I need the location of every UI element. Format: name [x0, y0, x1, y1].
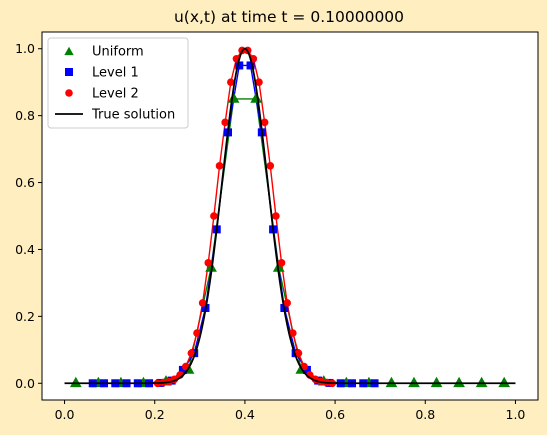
true-solution-line: [64, 47, 516, 385]
legend-label: Level 2: [92, 87, 139, 102]
level-2-point: [260, 118, 269, 127]
axes: 0.0 0.2 0.4 0.6 0.8 1.0 0.0 0.2 0.4 0.6 0.8 1.0: [15, 41, 525, 422]
level-2-point: [255, 78, 263, 86]
x-tick-label: 0.6: [325, 407, 345, 422]
level-2-point: [294, 349, 303, 357]
uniform-point: [453, 376, 465, 388]
level-2-point: [215, 162, 224, 170]
uniform-point: [408, 376, 420, 388]
uniform-point: [272, 261, 285, 272]
level-2-point: [289, 329, 297, 337]
uniform-point: [250, 92, 263, 103]
x-tick-label: 0.4: [235, 407, 255, 422]
level-1-point: [178, 365, 187, 374]
y-tick-label: 0.6: [15, 175, 35, 190]
uniform-point: [227, 92, 240, 103]
legend-label: Level 1: [92, 66, 139, 81]
x-tick-label: 0.8: [415, 407, 435, 422]
level-2-point: [198, 299, 207, 307]
level-2-point: [227, 78, 235, 86]
legend-swatch: [64, 46, 74, 56]
legend-swatch: [65, 89, 73, 97]
level-1-point: [246, 61, 255, 70]
legend-label: Uniform: [92, 45, 144, 60]
level-2-point: [193, 329, 201, 337]
y-tick-label: 0.8: [15, 108, 35, 123]
chart-title: u(x,t) at time t = 0.10000000: [174, 8, 404, 26]
uniform-point: [69, 376, 82, 388]
level-2-point: [210, 212, 218, 220]
uniform-point: [430, 376, 443, 388]
level-2-point: [277, 259, 286, 267]
uniform-point: [385, 376, 398, 388]
y-tick-label: 0.0: [15, 376, 35, 391]
level-2-point: [221, 118, 229, 127]
x-tick-label: 1.0: [506, 407, 526, 422]
y-tick-label: 1.0: [15, 41, 35, 56]
level-2-point: [272, 212, 280, 220]
legend: Uniform Level 1 Level 2 True solution: [47, 37, 189, 129]
level-2-point: [283, 299, 291, 307]
series-markers: [64, 46, 516, 388]
legend-box: [47, 37, 189, 129]
level-1-point: [235, 61, 244, 70]
legend-label: True solution: [91, 108, 175, 123]
level-2-point: [266, 162, 275, 170]
y-tick-label: 0.2: [15, 309, 35, 324]
y-tick-label: 0.4: [15, 242, 35, 257]
uniform-point: [475, 376, 488, 388]
level-2-point: [187, 349, 196, 357]
x-tick-label: 0.2: [145, 407, 165, 422]
level-2-point: [204, 259, 213, 267]
plot-frame: [41, 31, 539, 401]
level-1-point: [302, 365, 311, 374]
uniform-point: [498, 376, 511, 388]
uniform-point: [205, 261, 217, 272]
legend-swatch: [65, 68, 73, 76]
x-tick-label: 0.0: [55, 407, 75, 422]
